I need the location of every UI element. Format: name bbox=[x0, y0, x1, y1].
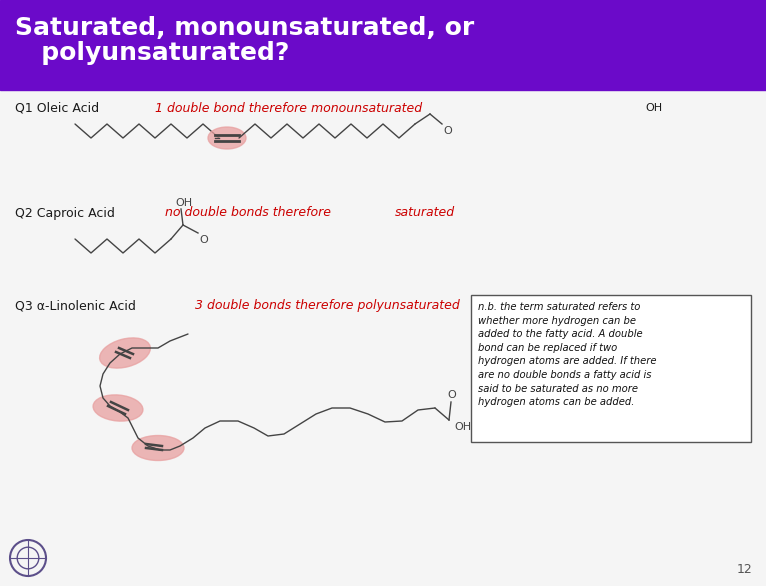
Text: Q3 α-Linolenic Acid: Q3 α-Linolenic Acid bbox=[15, 299, 136, 312]
Ellipse shape bbox=[100, 338, 150, 368]
Text: 1 double bond therefore monounsaturated: 1 double bond therefore monounsaturated bbox=[155, 101, 422, 114]
Text: O: O bbox=[447, 390, 456, 400]
Text: saturated: saturated bbox=[395, 206, 455, 220]
Ellipse shape bbox=[208, 127, 246, 149]
Text: Q2 Caproic Acid: Q2 Caproic Acid bbox=[15, 206, 115, 220]
Text: 3 double bonds therefore polyunsaturated: 3 double bonds therefore polyunsaturated bbox=[195, 299, 460, 312]
Text: OH: OH bbox=[645, 103, 662, 113]
Text: O: O bbox=[443, 126, 452, 136]
Text: polyunsaturated?: polyunsaturated? bbox=[15, 41, 290, 65]
Text: Saturated, monounsaturated, or: Saturated, monounsaturated, or bbox=[15, 16, 474, 40]
Text: Q1 Oleic Acid: Q1 Oleic Acid bbox=[15, 101, 99, 114]
Ellipse shape bbox=[93, 395, 143, 421]
Text: OH: OH bbox=[175, 198, 192, 208]
Text: no double bonds therefore: no double bonds therefore bbox=[165, 206, 331, 220]
Bar bbox=[0, 0, 766, 90]
Text: OH: OH bbox=[454, 422, 471, 432]
Text: O: O bbox=[199, 235, 208, 245]
FancyBboxPatch shape bbox=[471, 295, 751, 442]
Text: 12: 12 bbox=[736, 563, 752, 576]
Ellipse shape bbox=[132, 435, 184, 461]
Text: n.b. the term saturated refers to
whether more hydrogen can be
added to the fatt: n.b. the term saturated refers to whethe… bbox=[478, 302, 656, 407]
